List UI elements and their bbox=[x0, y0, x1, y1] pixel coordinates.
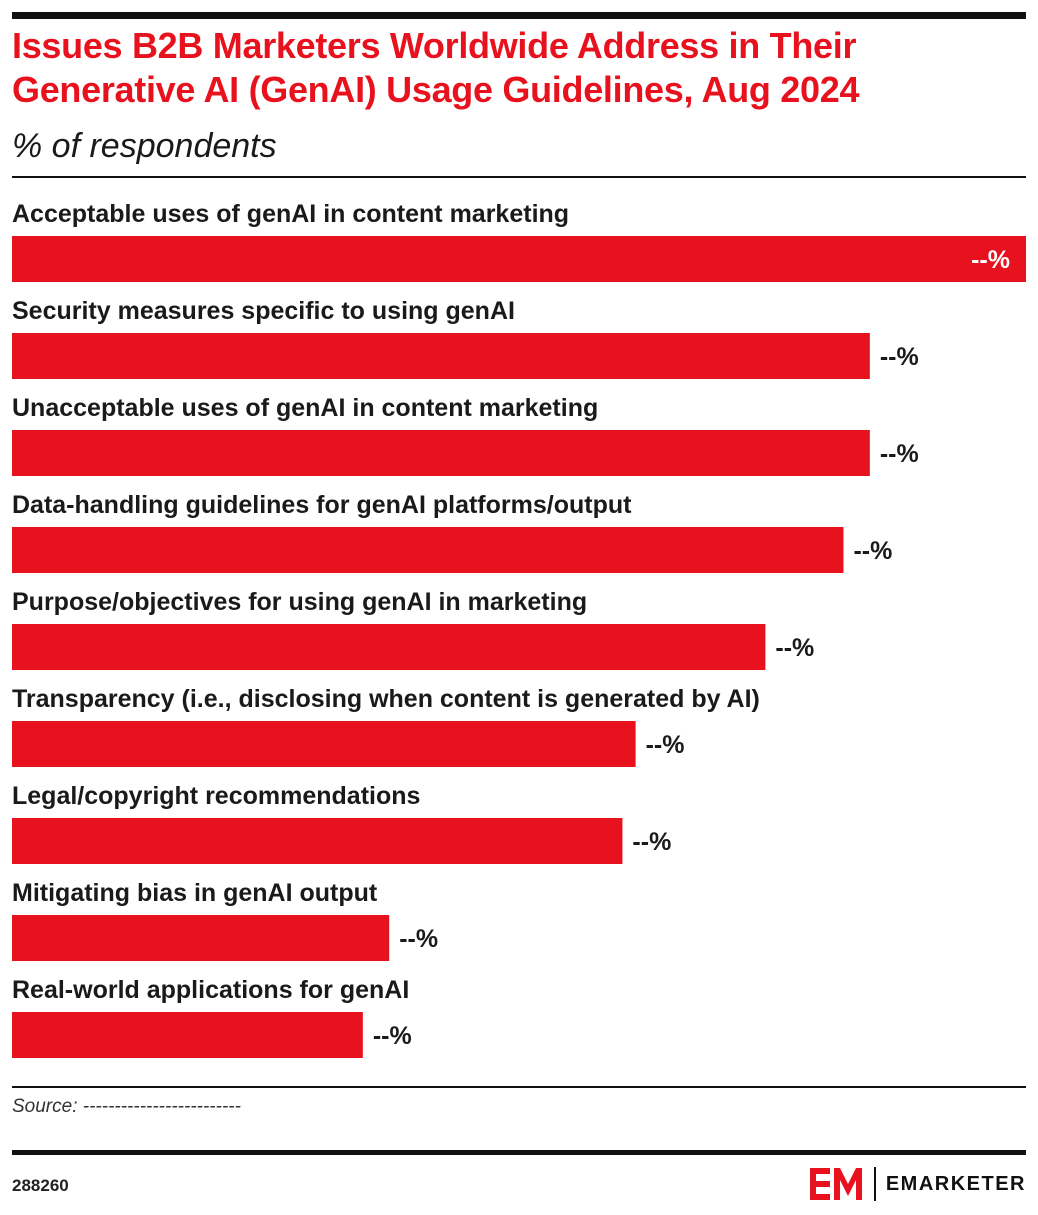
logo-separator bbox=[873, 1167, 876, 1201]
category-label: Security measures specific to using genA… bbox=[12, 297, 515, 325]
source-note: Source: ------------------------- bbox=[12, 1096, 241, 1117]
bar bbox=[12, 624, 766, 670]
bottom-rule bbox=[12, 1150, 1026, 1155]
bar bbox=[12, 721, 636, 767]
top-rule bbox=[12, 12, 1026, 19]
value-label: --% bbox=[880, 440, 919, 468]
header-divider bbox=[12, 176, 1026, 178]
category-label: Data-handling guidelines for genAI platf… bbox=[12, 491, 632, 519]
value-label: --% bbox=[373, 1022, 412, 1050]
value-label: --% bbox=[775, 634, 814, 662]
category-label: Acceptable uses of genAI in content mark… bbox=[12, 200, 569, 228]
category-label: Transparency (i.e., disclosing when cont… bbox=[12, 685, 760, 713]
chart-subtitle: % of respondents bbox=[12, 127, 277, 165]
value-label: --% bbox=[399, 925, 438, 953]
category-label: Mitigating bias in genAI output bbox=[12, 879, 378, 907]
bar bbox=[12, 527, 844, 573]
bar bbox=[12, 430, 870, 476]
bar bbox=[12, 236, 1026, 282]
value-label: --% bbox=[632, 828, 671, 856]
bar bbox=[12, 915, 390, 961]
footer-divider bbox=[12, 1086, 1026, 1088]
category-label: Purpose/objectives for using genAI in ma… bbox=[12, 588, 587, 616]
category-label: Unacceptable uses of genAI in content ma… bbox=[12, 394, 598, 422]
emarketer-logo: EMARKETER bbox=[809, 1166, 1026, 1202]
category-label: Legal/copyright recommendations bbox=[12, 782, 420, 810]
bar bbox=[12, 818, 623, 864]
em-logo-icon bbox=[809, 1168, 862, 1200]
bar bbox=[12, 333, 870, 379]
category-label: Real-world applications for genAI bbox=[12, 976, 409, 1004]
value-label: --% bbox=[880, 343, 919, 371]
value-label: --% bbox=[853, 537, 892, 565]
chart-title: Issues B2B Marketers Worldwide Address i… bbox=[12, 25, 860, 110]
value-label: --% bbox=[646, 731, 685, 759]
value-label: --% bbox=[971, 246, 1010, 274]
brand-name: EMARKETER bbox=[885, 1172, 1026, 1195]
bar bbox=[12, 1012, 363, 1058]
chart-id: 288260 bbox=[12, 1176, 69, 1195]
